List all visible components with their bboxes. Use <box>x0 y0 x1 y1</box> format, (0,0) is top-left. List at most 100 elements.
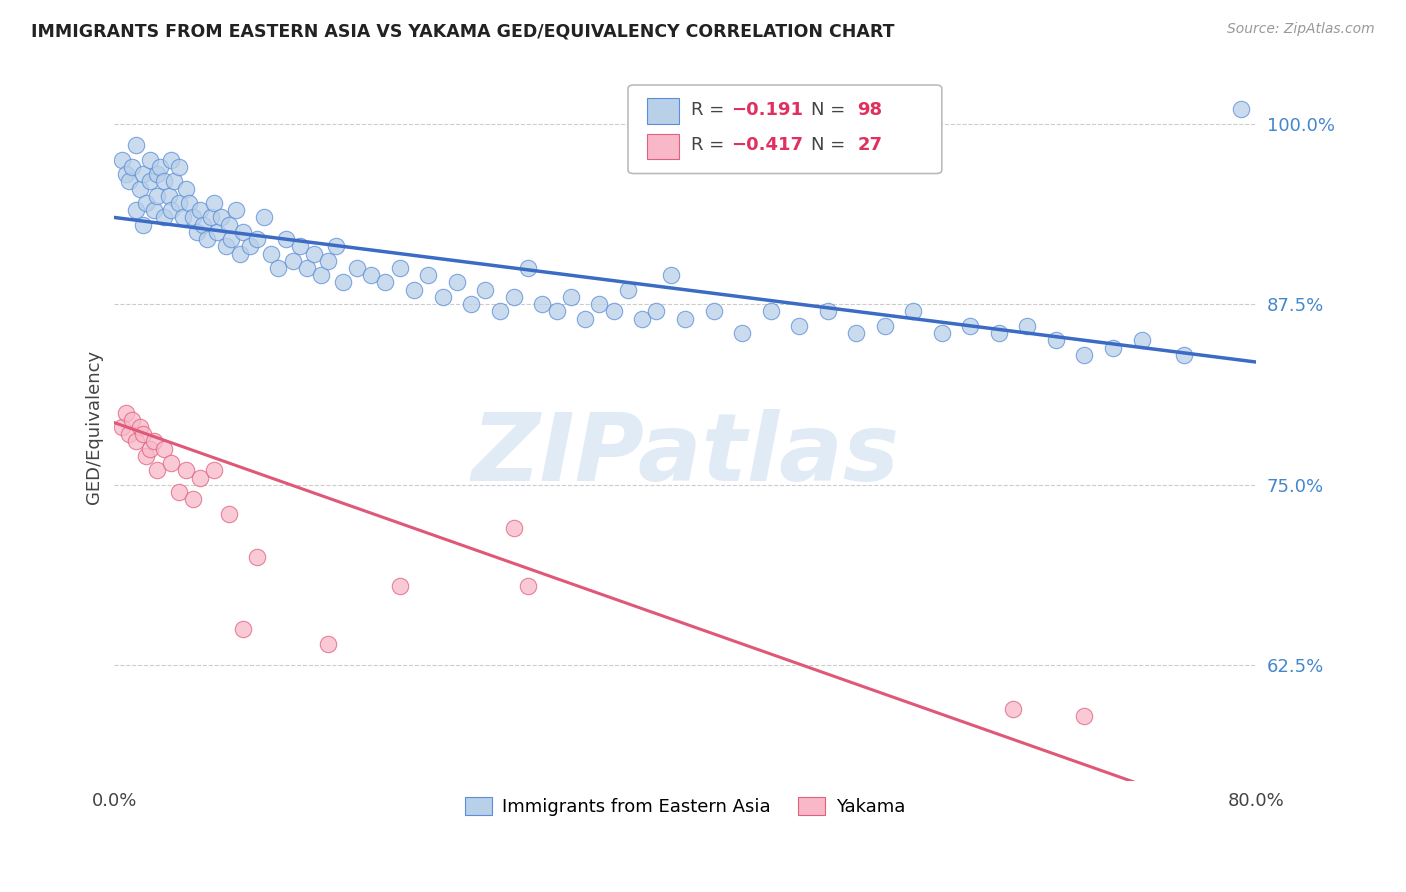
Text: −0.191: −0.191 <box>731 101 803 119</box>
Point <box>157 189 180 203</box>
Point <box>1045 333 1067 347</box>
Point <box>167 485 190 500</box>
Point <box>332 276 354 290</box>
Point <box>153 174 176 188</box>
Y-axis label: GED/Equivalency: GED/Equivalency <box>86 350 103 504</box>
Point <box>139 442 162 456</box>
Point <box>195 232 218 246</box>
Point <box>172 211 194 225</box>
Text: N =: N = <box>811 101 845 119</box>
Point <box>460 297 482 311</box>
Point <box>560 290 582 304</box>
Point <box>759 304 782 318</box>
Text: R =: R = <box>690 136 730 154</box>
Point <box>114 167 136 181</box>
Point <box>174 181 197 195</box>
Point <box>246 232 269 246</box>
Text: ZIPatlas: ZIPatlas <box>471 409 898 501</box>
Text: 98: 98 <box>858 101 883 119</box>
Point <box>221 232 243 246</box>
Point <box>202 463 225 477</box>
Point <box>546 304 568 318</box>
Point <box>845 326 868 340</box>
Point <box>531 297 554 311</box>
Point <box>146 167 169 181</box>
Point <box>229 246 252 260</box>
Point <box>143 434 166 449</box>
Point <box>225 203 247 218</box>
Point <box>274 232 297 246</box>
Legend: Immigrants from Eastern Asia, Yakama: Immigrants from Eastern Asia, Yakama <box>456 788 914 825</box>
Point <box>125 203 148 218</box>
Point <box>1073 709 1095 723</box>
Point <box>731 326 754 340</box>
Text: IMMIGRANTS FROM EASTERN ASIA VS YAKAMA GED/EQUIVALENCY CORRELATION CHART: IMMIGRANTS FROM EASTERN ASIA VS YAKAMA G… <box>31 22 894 40</box>
Point <box>146 463 169 477</box>
Point <box>125 138 148 153</box>
Point <box>149 160 172 174</box>
Point <box>118 427 141 442</box>
Text: −0.417: −0.417 <box>731 136 803 154</box>
Point <box>160 456 183 470</box>
Point <box>218 507 240 521</box>
Point <box>1017 318 1039 333</box>
Point <box>517 260 540 275</box>
Point <box>253 211 276 225</box>
Point <box>163 174 186 188</box>
Point <box>281 253 304 268</box>
Point <box>346 260 368 275</box>
Point <box>388 579 411 593</box>
Point <box>177 196 200 211</box>
Point <box>502 521 524 535</box>
Point <box>129 420 152 434</box>
Point <box>160 153 183 167</box>
Point <box>959 318 981 333</box>
Point <box>135 449 157 463</box>
Point <box>659 268 682 283</box>
Point <box>146 189 169 203</box>
Point <box>360 268 382 283</box>
Point <box>588 297 610 311</box>
Point <box>110 153 132 167</box>
Text: N =: N = <box>811 136 845 154</box>
Point <box>239 239 262 253</box>
Point <box>191 218 214 232</box>
Point <box>160 203 183 218</box>
Point <box>402 283 425 297</box>
Point <box>288 239 311 253</box>
Point <box>388 260 411 275</box>
Point <box>1173 348 1195 362</box>
FancyBboxPatch shape <box>628 85 942 174</box>
Point <box>295 260 318 275</box>
Point <box>129 181 152 195</box>
Text: Source: ZipAtlas.com: Source: ZipAtlas.com <box>1227 22 1375 37</box>
Point <box>202 196 225 211</box>
Text: 27: 27 <box>858 136 883 154</box>
Point <box>205 225 228 239</box>
Point <box>218 218 240 232</box>
Point <box>1102 341 1125 355</box>
Point <box>617 283 640 297</box>
Point <box>246 549 269 564</box>
Point <box>153 211 176 225</box>
Point <box>1073 348 1095 362</box>
Point <box>325 239 347 253</box>
Point <box>703 304 725 318</box>
Text: R =: R = <box>690 101 730 119</box>
Point <box>1130 333 1153 347</box>
Point <box>267 260 290 275</box>
Point <box>200 211 222 225</box>
Point <box>631 311 654 326</box>
Point <box>418 268 440 283</box>
Point <box>1230 102 1253 116</box>
Point <box>125 434 148 449</box>
Point <box>446 276 468 290</box>
Point <box>232 225 254 239</box>
Point <box>488 304 510 318</box>
Point <box>121 160 143 174</box>
Point <box>153 442 176 456</box>
Point <box>188 203 211 218</box>
Point <box>215 239 238 253</box>
Point <box>931 326 953 340</box>
Point <box>132 218 155 232</box>
